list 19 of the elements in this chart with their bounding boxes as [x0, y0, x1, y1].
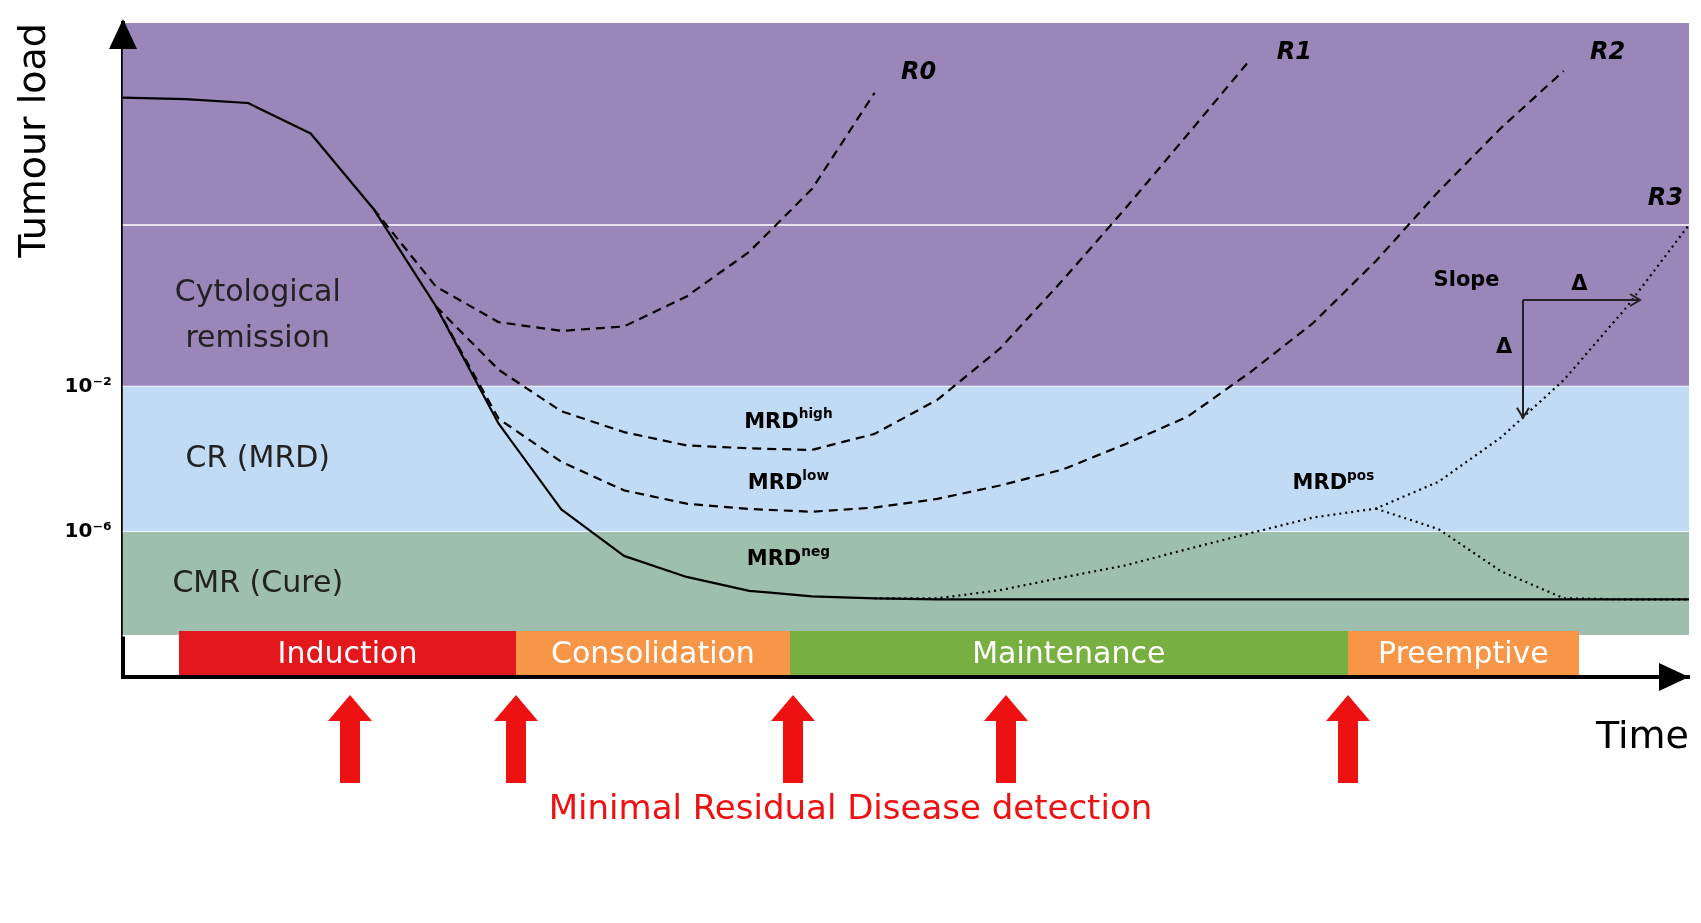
- y-tick-label: 10⁻²: [64, 372, 112, 397]
- annotation: Slope: [1433, 267, 1500, 292]
- y-axis-title: Tumour load: [9, 23, 54, 259]
- y-tick-label: 10⁻⁶: [64, 518, 112, 543]
- treatment-phase-label: Maintenance: [789, 631, 1348, 676]
- treatment-phase-label: Consolidation: [515, 631, 790, 676]
- band-label: CMR (Cure): [172, 563, 344, 599]
- treatment-phase-label: Preemptive: [1347, 631, 1580, 676]
- series-label: R0: [900, 57, 937, 86]
- annotation: Δ: [1571, 270, 1589, 295]
- x-axis-title: Time: [1595, 713, 1689, 758]
- series-label: R2: [1590, 37, 1626, 66]
- treatment-phase-label: Induction: [179, 631, 516, 676]
- series-label: R1: [1276, 37, 1313, 66]
- text: Minimal Residual Disease detection: [547, 787, 1154, 828]
- band-label: CR (MRD): [185, 439, 331, 475]
- band-label: Cytological remission: [174, 273, 341, 355]
- series-label: R3: [1647, 183, 1683, 212]
- annotation: Δ: [1496, 334, 1514, 359]
